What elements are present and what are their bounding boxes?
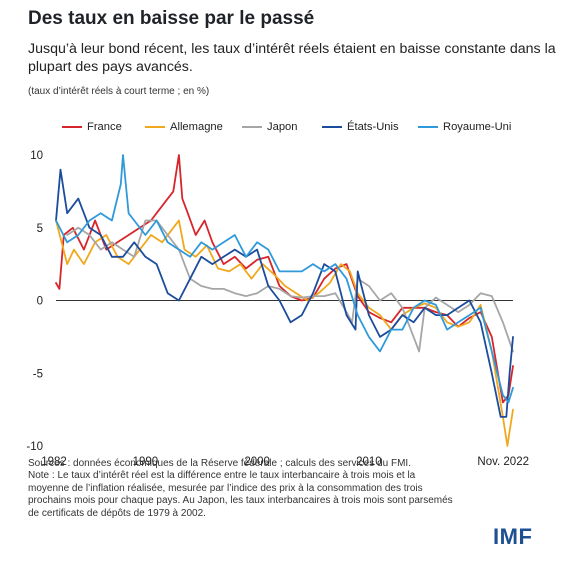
- legend-label-etats-unis: États-Unis: [347, 121, 399, 133]
- chart-legend: France Allemagne Japon États-Unis Royaum…: [62, 119, 542, 135]
- x-tick-label: 1990: [133, 456, 159, 468]
- legend-swatch-etats-unis: [322, 126, 342, 128]
- legend-label-royaume-uni: Royaume-Uni: [443, 121, 512, 133]
- series-line-allemagne: [55, 219, 514, 447]
- series-line-japon: [66, 219, 514, 353]
- chart-subtitle: Jusqu’à leur bond récent, les taux d’int…: [28, 41, 556, 75]
- sources-text: Sources : données économiques de la Rése…: [28, 458, 411, 469]
- legend-swatch-france: [62, 126, 82, 128]
- legend-swatch-allemagne: [145, 126, 165, 128]
- chart-title: Des taux en baisse par le passé: [28, 8, 315, 29]
- chart-notes: Sources : données économiques de la Rése…: [28, 458, 458, 520]
- legend-swatch-royaume-uni: [418, 126, 438, 128]
- y-tick-label: 10: [30, 150, 43, 162]
- legend-item-france: France: [62, 119, 122, 135]
- series-line-france: [55, 154, 514, 404]
- x-tick-label: 1982: [41, 456, 67, 468]
- legend-swatch-japon: [242, 126, 262, 128]
- series-line-etats_unis: [55, 168, 514, 418]
- legend-label-allemagne: Allemagne: [170, 121, 223, 133]
- x-tick-label: 2000: [244, 456, 270, 468]
- y-tick-label: -5: [33, 368, 43, 380]
- y-tick-label: 5: [37, 223, 43, 235]
- legend-item-etats-unis: États-Unis: [322, 119, 399, 135]
- series-line-royaume_uni: [55, 154, 514, 404]
- legend-label-france: France: [87, 121, 122, 133]
- note-text: Note : Le taux d’intérêt réel est la dif…: [28, 470, 453, 519]
- imf-logo: IMF: [493, 524, 533, 549]
- y-tick-label: -10: [26, 441, 43, 453]
- x-tick-label: Nov. 2022: [477, 456, 529, 468]
- line-chart: 10 5 0 -5 -10 1982 1990 2000 2010 Nov. 2022: [26, 150, 529, 468]
- legend-item-japon: Japon: [242, 119, 297, 135]
- y-tick-label: 0: [37, 296, 43, 308]
- legend-label-japon: Japon: [267, 121, 298, 133]
- legend-item-royaume-uni: Royaume-Uni: [418, 119, 511, 135]
- legend-item-allemagne: Allemagne: [145, 119, 223, 135]
- x-tick-label: 2010: [356, 456, 382, 468]
- unit-note: (taux d’intérêt réels à court terme ; en…: [28, 86, 210, 97]
